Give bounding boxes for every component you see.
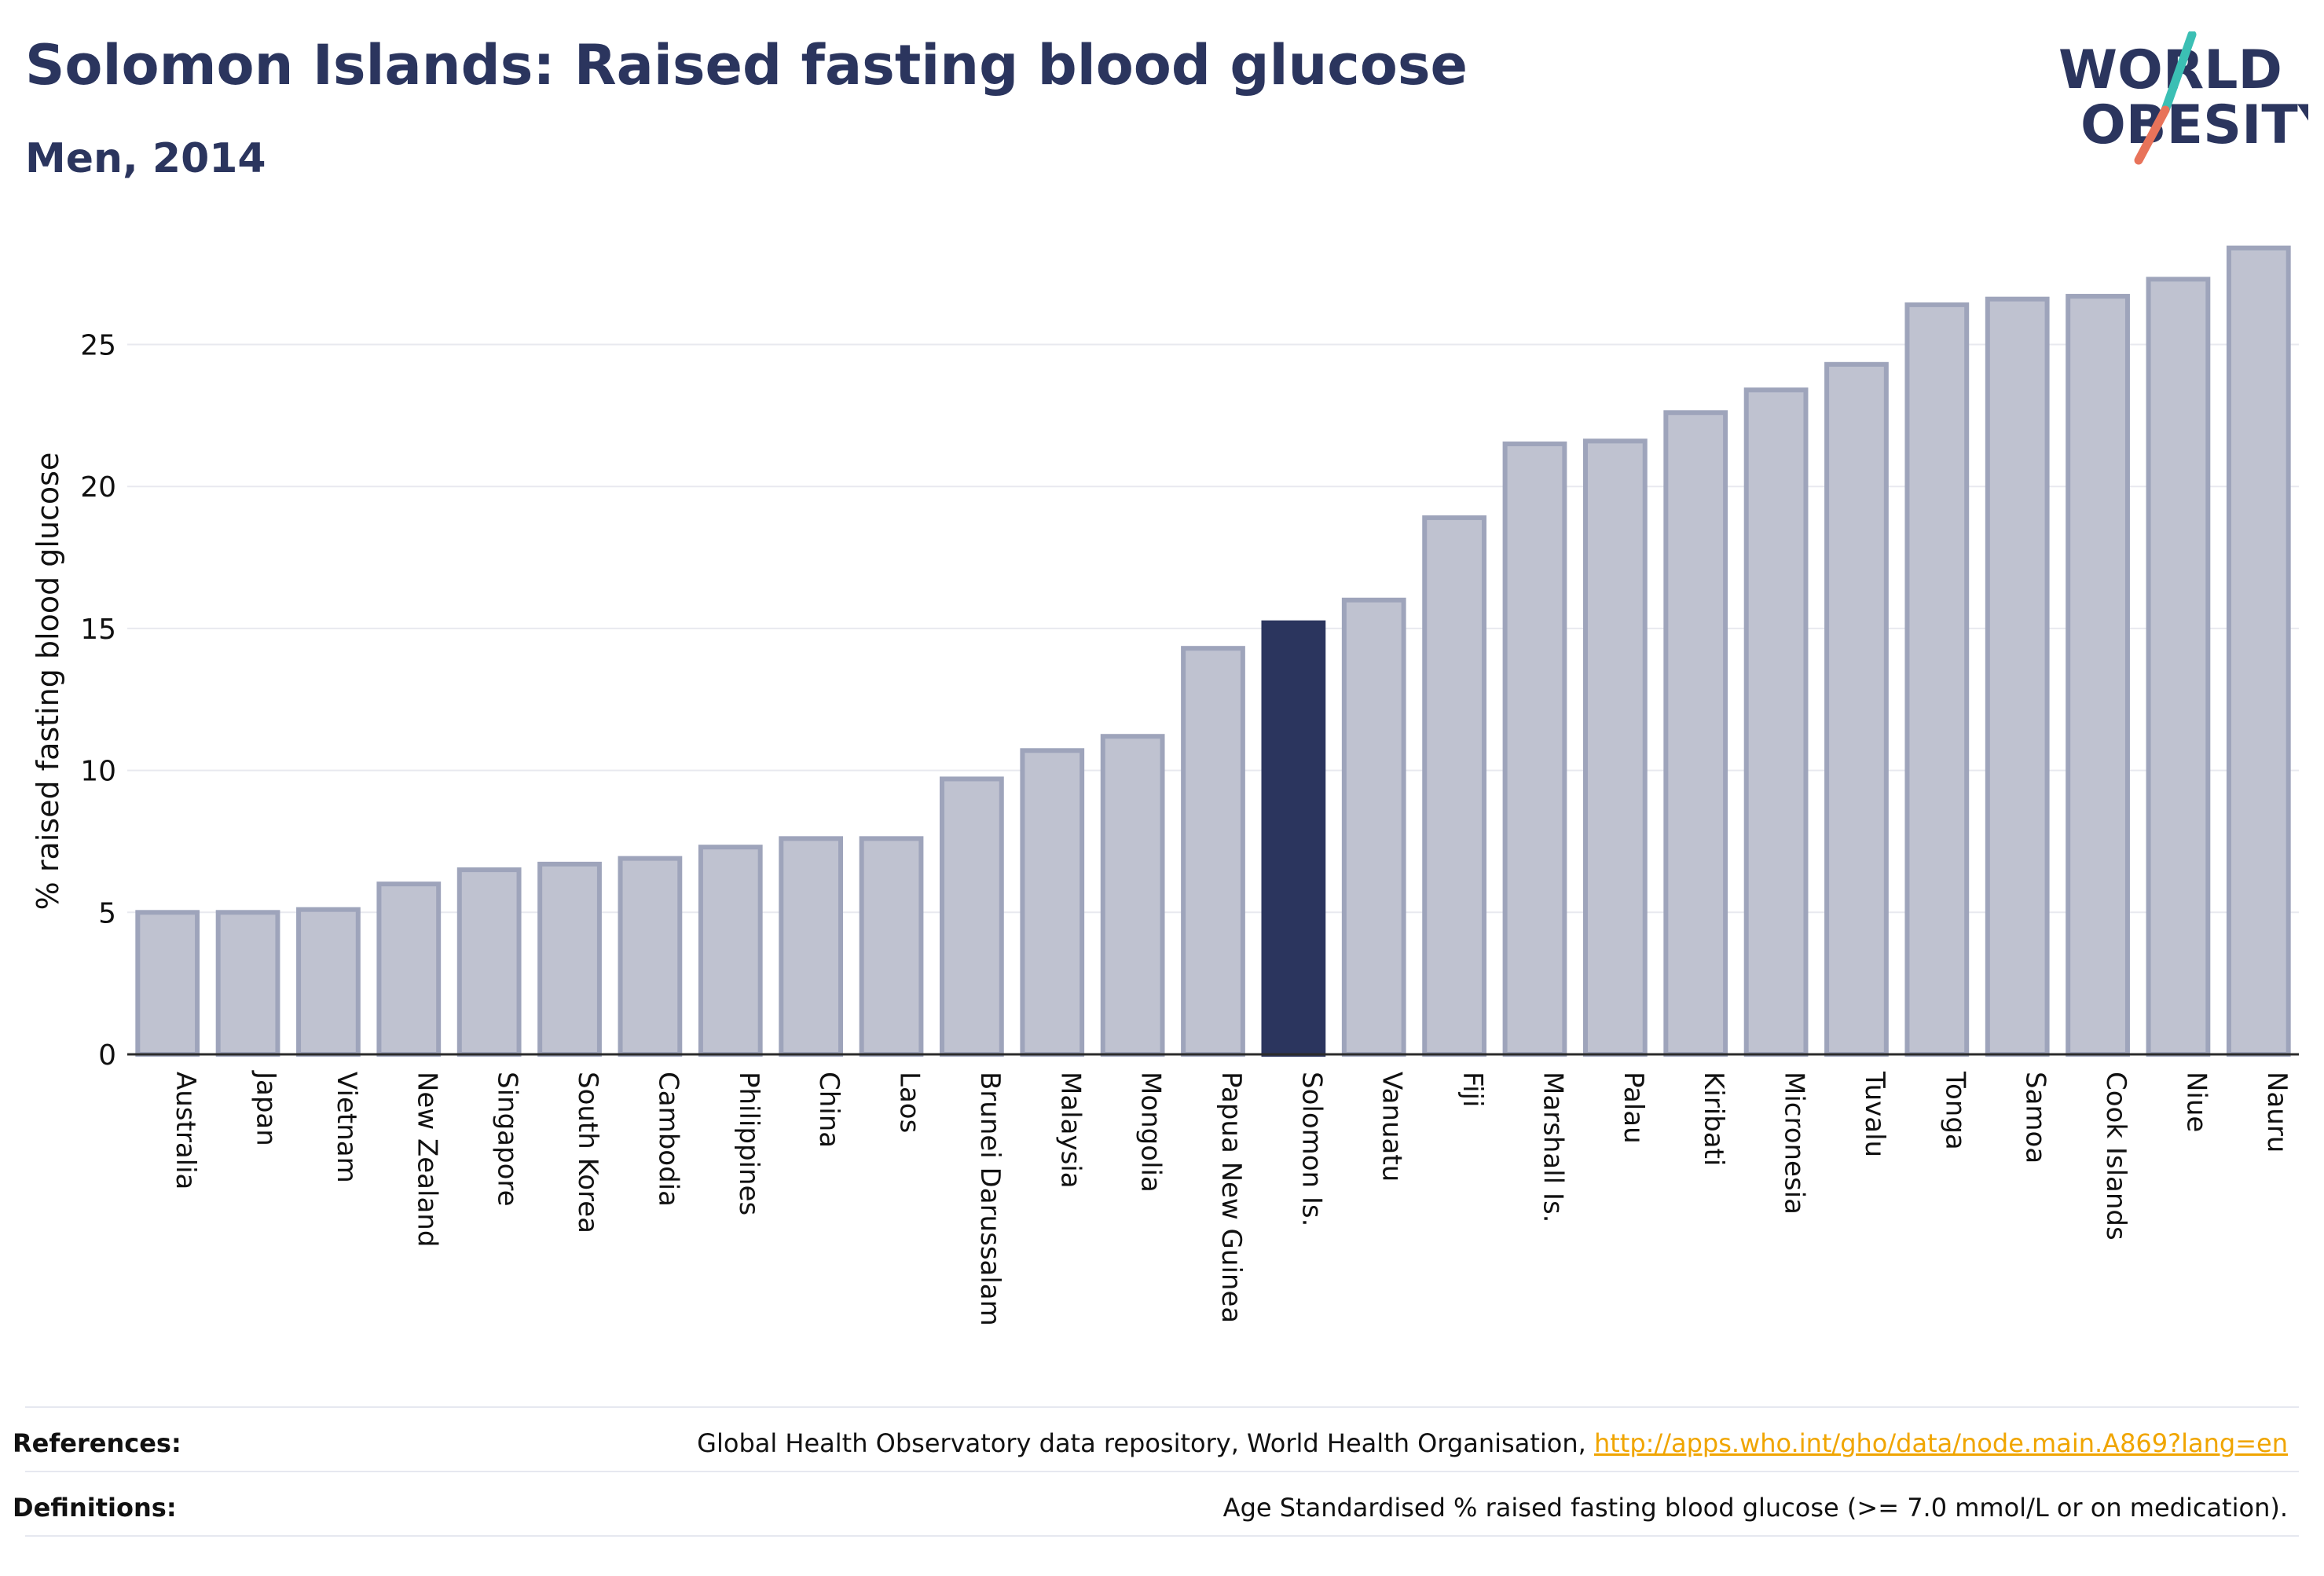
x-tick-label: Philippines [733,1072,764,1215]
bar [1422,515,1486,1057]
y-tick-label: 5 [98,897,116,929]
x-tick-label: Australia [170,1072,201,1189]
bar [618,856,683,1057]
x-tick-label: Singapore [492,1072,523,1207]
references-label: References: [13,1428,181,1458]
definitions-text: Age Standardised % raised fasting blood … [1222,1493,2288,1523]
bar [2226,245,2291,1057]
x-tick-label: Vietnam [331,1072,362,1183]
bar [215,910,280,1057]
axes: 0 5 10 15 20 25 Australia Japan Vietnam New Zeala… [80,329,2299,1326]
chart-title: Solomon Islands: Raised fasting blood gl… [25,33,1468,97]
world-obesity-logo: WORLD OBESITY [2058,31,2308,165]
x-tick-label: Tuvalu [1859,1071,1890,1157]
bar [1582,438,1648,1057]
bar [1663,410,1728,1057]
x-tick-label: Papua New Guinea [1215,1072,1247,1323]
logo-slash-coral [2134,105,2170,165]
x-tick-label: Cook Islands [2100,1072,2132,1241]
bar [537,861,602,1057]
chart-subtitle: Men, 2014 [25,135,266,182]
x-tick-label: Kiribati [1698,1072,1729,1166]
x-tick-label: Cambodia [652,1072,684,1207]
bar [698,845,763,1057]
x-tick-label: South Korea [572,1072,603,1233]
x-tick-label: Brunei Darussalam [974,1072,1006,1326]
bar [779,836,844,1057]
bar [2146,277,2211,1057]
footer-divider-top [25,1406,2299,1408]
bar [859,836,924,1057]
bar-chart: 0 5 10 15 20 25 Australia Japan Vietnam New Zeala… [31,245,2299,1326]
bars [135,245,2291,1057]
x-tick-label: Marshall Is. [1537,1072,1568,1223]
bar [1502,441,1567,1057]
x-tick-label: Micronesia [1779,1072,1810,1215]
logo-line-obesity: OBESITY [2080,94,2308,156]
x-tick-label: New Zealand [411,1072,442,1247]
x-tick-label: Samoa [2020,1072,2051,1164]
bar [940,776,1004,1057]
x-tick-label: Laos [894,1072,926,1133]
bar [1985,296,2050,1057]
bar [296,907,361,1057]
bar [1824,361,1889,1057]
definitions-label: Definitions: [13,1493,177,1523]
y-tick-label: 25 [80,329,116,361]
y-tick-label: 0 [98,1039,116,1072]
x-tick-label: Malaysia [1054,1072,1086,1189]
bar [376,881,442,1057]
x-tick-label: Japan [251,1070,282,1146]
x-tick-label: Solomon Is. [1296,1072,1327,1226]
y-tick-label: 15 [80,614,116,646]
x-tick-label: China [813,1072,845,1148]
x-tick-label: Palau [1618,1072,1649,1144]
bar [1020,748,1085,1057]
bar [1904,302,1970,1057]
footer-divider-bottom [25,1535,2299,1537]
logo-slash-teal [2161,31,2197,115]
x-tick-label: Fiji [1457,1072,1488,1107]
references-link[interactable]: http://apps.who.int/gho/data/node.main.A… [1593,1428,2288,1458]
bar [135,910,200,1057]
y-axis-label: % raised fasting blood glucose [31,453,65,911]
bar [456,867,522,1057]
x-tick-label: Niue [2180,1072,2212,1132]
references-source: Global Health Observatory data repositor… [697,1428,1594,1458]
x-tick-label: Vanuatu [1376,1072,1408,1182]
x-tick-label: Mongolia [1135,1072,1167,1193]
references-text: Global Health Observatory data repositor… [697,1428,2288,1458]
bar [1100,734,1165,1057]
bar [1181,646,1245,1057]
footer-divider-middle [25,1471,2299,1472]
bar-highlighted [1261,620,1326,1057]
y-tick-label: 10 [80,756,116,788]
bar [2066,294,2130,1057]
y-tick-label: 20 [80,471,116,504]
bar [1743,387,1809,1057]
x-tick-label: Nauru [2261,1072,2293,1153]
bar [1341,597,1406,1057]
x-tick-label: Tonga [1939,1071,1970,1150]
